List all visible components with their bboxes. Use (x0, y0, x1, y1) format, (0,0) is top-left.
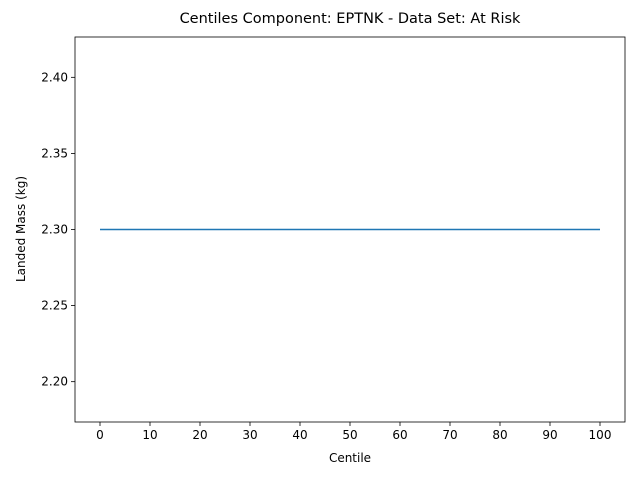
x-tick-label: 60 (392, 428, 407, 442)
x-tick-label: 90 (542, 428, 557, 442)
x-tick-label: 0 (96, 428, 104, 442)
y-tick-label: 2.20 (41, 375, 68, 389)
chart-title: Centiles Component: EPTNK - Data Set: At… (180, 11, 521, 27)
y-tick-label: 2.25 (41, 299, 68, 313)
x-tick-label: 20 (192, 428, 207, 442)
x-tick-label: 50 (342, 428, 357, 442)
y-tick-label: 2.40 (41, 70, 68, 84)
y-tick-label: 2.30 (41, 223, 68, 237)
x-tick-label: 30 (242, 428, 257, 442)
x-tick-label: 70 (442, 428, 457, 442)
x-tick-label: 100 (589, 428, 612, 442)
x-tick-label: 80 (492, 428, 507, 442)
x-axis-label: Centile (329, 451, 371, 465)
x-tick-label: 10 (142, 428, 157, 442)
y-axis-label: Landed Mass (kg) (14, 176, 28, 282)
y-tick-label: 2.35 (41, 146, 68, 160)
x-tick-label: 40 (292, 428, 307, 442)
